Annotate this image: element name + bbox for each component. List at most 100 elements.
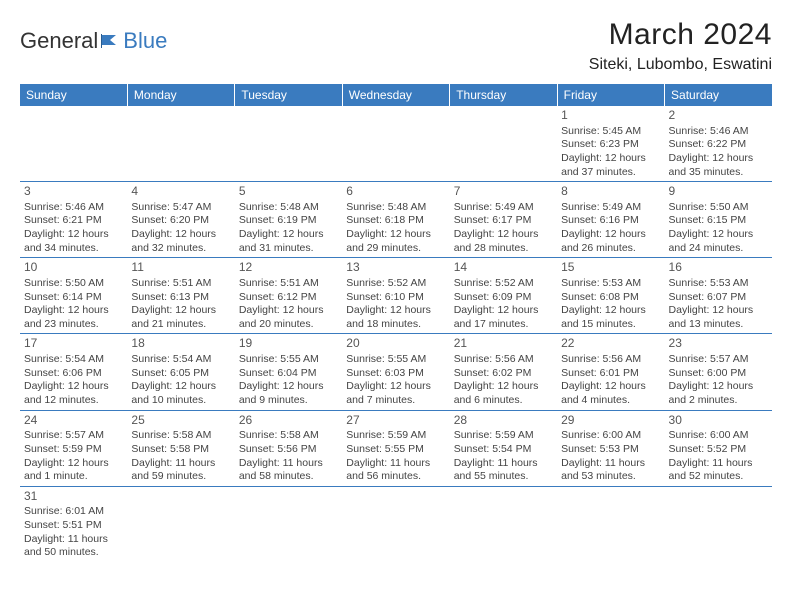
day-cell: 19Sunrise: 5:55 AMSunset: 6:04 PMDayligh… <box>235 334 342 410</box>
day-cell: 18Sunrise: 5:54 AMSunset: 6:05 PMDayligh… <box>127 334 234 410</box>
daylight-text-1: Daylight: 12 hours <box>24 380 123 394</box>
calendar-row: 3Sunrise: 5:46 AMSunset: 6:21 PMDaylight… <box>20 182 772 258</box>
day-number: 16 <box>669 260 768 276</box>
sunrise-text: Sunrise: 5:45 AM <box>561 125 660 139</box>
weekday-header: Monday <box>127 84 234 106</box>
daylight-text-1: Daylight: 12 hours <box>131 380 230 394</box>
daylight-text-2: and 56 minutes. <box>346 470 445 484</box>
day-cell: 3Sunrise: 5:46 AMSunset: 6:21 PMDaylight… <box>20 182 127 258</box>
day-cell: 16Sunrise: 5:53 AMSunset: 6:07 PMDayligh… <box>665 258 772 334</box>
day-number: 29 <box>561 413 660 429</box>
daylight-text-2: and 26 minutes. <box>561 242 660 256</box>
daylight-text-1: Daylight: 11 hours <box>454 457 553 471</box>
sunrise-text: Sunrise: 5:55 AM <box>239 353 338 367</box>
sunset-text: Sunset: 5:56 PM <box>239 443 338 457</box>
sunset-text: Sunset: 6:21 PM <box>24 214 123 228</box>
day-cell <box>450 486 557 562</box>
day-cell: 2Sunrise: 5:46 AMSunset: 6:22 PMDaylight… <box>665 106 772 182</box>
weekday-header: Thursday <box>450 84 557 106</box>
sunset-text: Sunset: 6:09 PM <box>454 291 553 305</box>
daylight-text-1: Daylight: 12 hours <box>346 228 445 242</box>
day-cell: 22Sunrise: 5:56 AMSunset: 6:01 PMDayligh… <box>557 334 664 410</box>
sunset-text: Sunset: 5:55 PM <box>346 443 445 457</box>
sunset-text: Sunset: 6:08 PM <box>561 291 660 305</box>
daylight-text-2: and 35 minutes. <box>669 166 768 180</box>
daylight-text-1: Daylight: 11 hours <box>131 457 230 471</box>
sunset-text: Sunset: 6:01 PM <box>561 367 660 381</box>
daylight-text-2: and 6 minutes. <box>454 394 553 408</box>
daylight-text-1: Daylight: 12 hours <box>669 304 768 318</box>
day-cell: 13Sunrise: 5:52 AMSunset: 6:10 PMDayligh… <box>342 258 449 334</box>
weekday-header: Sunday <box>20 84 127 106</box>
day-cell: 21Sunrise: 5:56 AMSunset: 6:02 PMDayligh… <box>450 334 557 410</box>
day-cell: 1Sunrise: 5:45 AMSunset: 6:23 PMDaylight… <box>557 106 664 182</box>
day-cell: 17Sunrise: 5:54 AMSunset: 6:06 PMDayligh… <box>20 334 127 410</box>
day-cell <box>342 486 449 562</box>
day-number: 30 <box>669 413 768 429</box>
day-cell <box>450 106 557 182</box>
daylight-text-2: and 9 minutes. <box>239 394 338 408</box>
daylight-text-1: Daylight: 12 hours <box>346 380 445 394</box>
sunrise-text: Sunrise: 5:54 AM <box>24 353 123 367</box>
sunrise-text: Sunrise: 5:53 AM <box>561 277 660 291</box>
daylight-text-2: and 23 minutes. <box>24 318 123 332</box>
sunrise-text: Sunrise: 5:49 AM <box>454 201 553 215</box>
sunset-text: Sunset: 6:17 PM <box>454 214 553 228</box>
sunrise-text: Sunrise: 5:49 AM <box>561 201 660 215</box>
sunrise-text: Sunrise: 5:58 AM <box>239 429 338 443</box>
day-number: 12 <box>239 260 338 276</box>
daylight-text-1: Daylight: 11 hours <box>561 457 660 471</box>
daylight-text-1: Daylight: 11 hours <box>669 457 768 471</box>
day-number: 11 <box>131 260 230 276</box>
day-cell <box>235 106 342 182</box>
sunset-text: Sunset: 6:20 PM <box>131 214 230 228</box>
day-number: 13 <box>346 260 445 276</box>
sunset-text: Sunset: 6:07 PM <box>669 291 768 305</box>
day-cell: 28Sunrise: 5:59 AMSunset: 5:54 PMDayligh… <box>450 410 557 486</box>
day-cell: 8Sunrise: 5:49 AMSunset: 6:16 PMDaylight… <box>557 182 664 258</box>
sunrise-text: Sunrise: 5:58 AM <box>131 429 230 443</box>
sunrise-text: Sunrise: 5:48 AM <box>346 201 445 215</box>
calendar-body: 1Sunrise: 5:45 AMSunset: 6:23 PMDaylight… <box>20 106 772 562</box>
day-cell: 11Sunrise: 5:51 AMSunset: 6:13 PMDayligh… <box>127 258 234 334</box>
day-cell: 12Sunrise: 5:51 AMSunset: 6:12 PMDayligh… <box>235 258 342 334</box>
sunset-text: Sunset: 5:58 PM <box>131 443 230 457</box>
day-cell: 6Sunrise: 5:48 AMSunset: 6:18 PMDaylight… <box>342 182 449 258</box>
day-cell: 9Sunrise: 5:50 AMSunset: 6:15 PMDaylight… <box>665 182 772 258</box>
daylight-text-2: and 18 minutes. <box>346 318 445 332</box>
daylight-text-2: and 50 minutes. <box>24 546 123 560</box>
day-cell: 26Sunrise: 5:58 AMSunset: 5:56 PMDayligh… <box>235 410 342 486</box>
sunset-text: Sunset: 6:06 PM <box>24 367 123 381</box>
sunrise-text: Sunrise: 5:47 AM <box>131 201 230 215</box>
daylight-text-2: and 28 minutes. <box>454 242 553 256</box>
sunrise-text: Sunrise: 6:00 AM <box>669 429 768 443</box>
calendar-row: 17Sunrise: 5:54 AMSunset: 6:06 PMDayligh… <box>20 334 772 410</box>
sunset-text: Sunset: 5:51 PM <box>24 519 123 533</box>
day-cell: 7Sunrise: 5:49 AMSunset: 6:17 PMDaylight… <box>450 182 557 258</box>
sunrise-text: Sunrise: 6:01 AM <box>24 505 123 519</box>
daylight-text-2: and 10 minutes. <box>131 394 230 408</box>
day-number: 31 <box>24 489 123 505</box>
weekday-header: Wednesday <box>342 84 449 106</box>
day-cell <box>127 486 234 562</box>
day-number: 10 <box>24 260 123 276</box>
day-cell <box>235 486 342 562</box>
day-cell: 4Sunrise: 5:47 AMSunset: 6:20 PMDaylight… <box>127 182 234 258</box>
sunset-text: Sunset: 6:04 PM <box>239 367 338 381</box>
sunset-text: Sunset: 6:23 PM <box>561 138 660 152</box>
daylight-text-1: Daylight: 11 hours <box>24 533 123 547</box>
sunset-text: Sunset: 5:53 PM <box>561 443 660 457</box>
sunrise-text: Sunrise: 5:56 AM <box>561 353 660 367</box>
day-cell: 15Sunrise: 5:53 AMSunset: 6:08 PMDayligh… <box>557 258 664 334</box>
day-number: 25 <box>131 413 230 429</box>
day-cell: 29Sunrise: 6:00 AMSunset: 5:53 PMDayligh… <box>557 410 664 486</box>
day-number: 18 <box>131 336 230 352</box>
daylight-text-1: Daylight: 12 hours <box>454 304 553 318</box>
daylight-text-1: Daylight: 12 hours <box>131 304 230 318</box>
sunrise-text: Sunrise: 5:46 AM <box>24 201 123 215</box>
daylight-text-2: and 2 minutes. <box>669 394 768 408</box>
sunset-text: Sunset: 6:12 PM <box>239 291 338 305</box>
sunset-text: Sunset: 6:13 PM <box>131 291 230 305</box>
daylight-text-2: and 34 minutes. <box>24 242 123 256</box>
daylight-text-1: Daylight: 12 hours <box>561 228 660 242</box>
